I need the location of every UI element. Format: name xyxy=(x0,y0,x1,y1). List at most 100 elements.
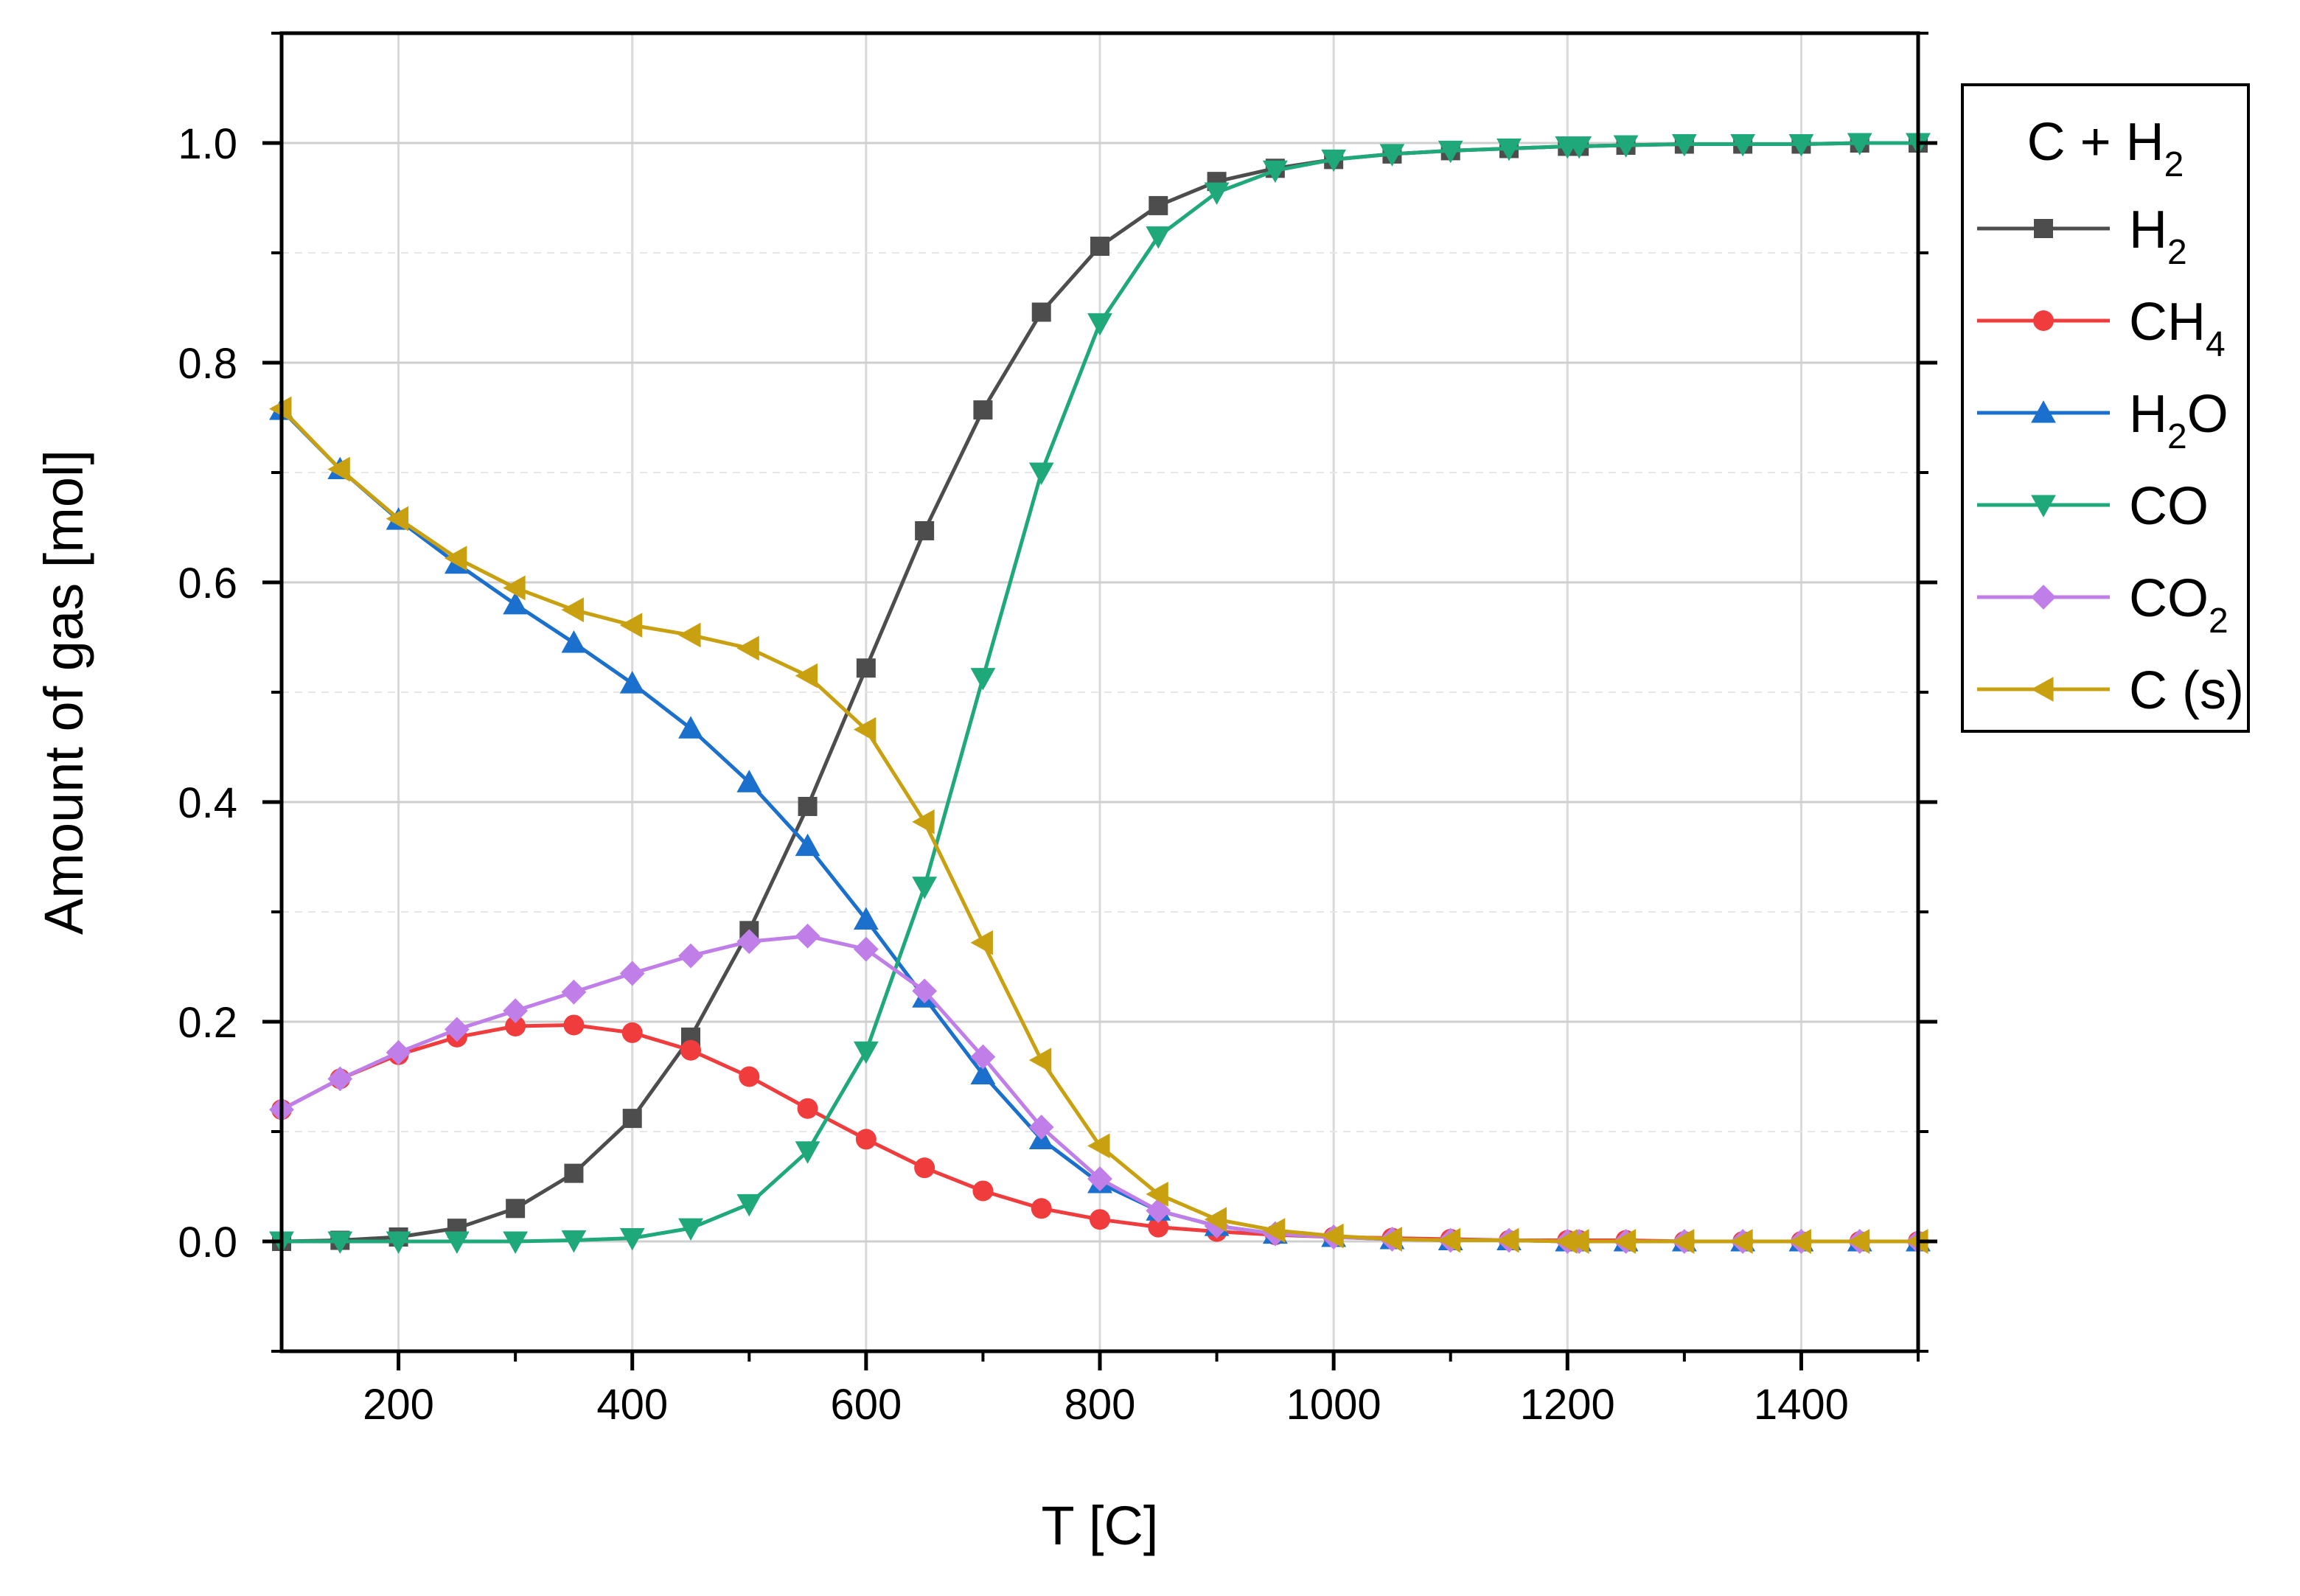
data-point-cs xyxy=(912,809,935,834)
data-point-cs xyxy=(1438,1227,1461,1253)
data-point-ch4 xyxy=(739,1066,760,1087)
legend-entry-h2o: H2O xyxy=(1977,385,2228,456)
x-tick-label: 600 xyxy=(830,1381,902,1429)
x-tick-label: 400 xyxy=(596,1381,668,1429)
data-point-co2 xyxy=(1087,1166,1112,1191)
data-point-h2 xyxy=(915,520,935,540)
data-point-co xyxy=(1438,140,1463,164)
data-point-cs xyxy=(1146,1182,1168,1207)
data-point-co xyxy=(327,1231,353,1254)
data-point-co2 xyxy=(619,961,645,986)
legend-label-h2: H2 xyxy=(2129,201,2187,272)
data-point-cs xyxy=(444,546,467,571)
data-point-co xyxy=(444,1231,470,1254)
x-tick-label: 1000 xyxy=(1286,1381,1381,1429)
legend-label-h2o: H2O xyxy=(2129,385,2228,456)
legend-title-base: C + H xyxy=(2027,113,2164,172)
data-point-co xyxy=(970,668,996,691)
legend-box xyxy=(1961,83,2250,733)
data-point-co2 xyxy=(795,923,820,949)
legend-marker-h2 xyxy=(2034,219,2053,238)
data-point-ch4 xyxy=(621,1022,643,1043)
data-point-cs xyxy=(1028,1048,1052,1073)
data-point-cs xyxy=(1379,1227,1402,1252)
x-tick-label: 200 xyxy=(363,1381,434,1429)
legend-marker-ch4 xyxy=(2033,310,2054,331)
data-point-co xyxy=(1730,133,1756,157)
data-point-co xyxy=(1847,133,1872,156)
legend-entry-co: CO xyxy=(1977,477,2209,536)
data-point-co2 xyxy=(970,1044,996,1070)
data-point-h2o xyxy=(795,833,820,857)
data-point-h2 xyxy=(798,796,818,816)
x-tick-label: 800 xyxy=(1064,1381,1136,1429)
legend-entry-h2: H2 xyxy=(1977,201,2187,272)
data-point-co xyxy=(1204,182,1230,205)
legend-label-cs: C (s) xyxy=(2129,661,2244,720)
data-point-h2 xyxy=(1031,302,1051,322)
data-point-h2o xyxy=(970,1062,996,1085)
data-point-co2 xyxy=(678,943,703,969)
legend-label-sub: 2 xyxy=(2167,233,2187,272)
legend-entry-cs: C (s) xyxy=(1977,661,2244,720)
data-point-cs xyxy=(503,575,526,601)
legend-label-base: CO xyxy=(2129,477,2209,536)
data-point-cs xyxy=(970,930,993,955)
x-tick-label: 1200 xyxy=(1520,1381,1615,1429)
data-point-ch4 xyxy=(914,1157,935,1179)
data-point-co2 xyxy=(561,979,587,1005)
data-point-h2 xyxy=(973,400,993,420)
data-point-h2o xyxy=(503,591,529,615)
legend-label-base: CH xyxy=(2129,293,2206,352)
data-point-co2 xyxy=(912,978,938,1004)
series-line-co xyxy=(282,141,1918,1244)
legend: C + H 2 H2 CH4 H2O CO CO2 C (s) xyxy=(1961,83,2250,733)
data-point-cs xyxy=(1262,1218,1286,1243)
data-point-h2o xyxy=(736,770,762,792)
legend-label-ch4: CH4 xyxy=(2129,293,2226,364)
data-point-co xyxy=(1262,160,1288,184)
data-point-co2 xyxy=(444,1017,470,1042)
data-point-co xyxy=(736,1193,762,1217)
data-point-co xyxy=(386,1231,411,1254)
data-point-ch4 xyxy=(680,1039,701,1061)
data-point-co2 xyxy=(327,1066,353,1092)
data-point-cs xyxy=(795,663,818,689)
legend-label-base: H xyxy=(2129,201,2167,259)
data-point-co xyxy=(503,1231,529,1254)
data-point-ch4 xyxy=(797,1098,818,1119)
data-point-cs xyxy=(1321,1223,1344,1249)
data-point-cs xyxy=(1496,1227,1519,1253)
legend-entry-co2: CO2 xyxy=(1977,569,2228,641)
legend-label-suffix: O xyxy=(2187,385,2228,444)
legend-entry-ch4: CH4 xyxy=(1977,293,2226,364)
data-point-ch4 xyxy=(505,1015,526,1036)
axes: 200 400 600 800 1000 1200 1400 0.0 0.2 0.4 0.6 0.8 1… xyxy=(178,32,1937,1429)
data-point-co xyxy=(912,877,938,899)
data-point-cs xyxy=(561,597,584,623)
y-axis-title: Amount of gas [mol] xyxy=(33,450,94,935)
data-point-co xyxy=(1567,136,1592,159)
data-point-co2 xyxy=(386,1039,411,1065)
data-point-h2 xyxy=(856,658,876,678)
data-point-ch4 xyxy=(855,1129,877,1150)
data-point-h2o xyxy=(853,907,879,930)
y-tick-label: 0.6 xyxy=(178,560,237,607)
data-point-h2o xyxy=(619,671,645,694)
data-point-cs xyxy=(1613,1229,1637,1254)
data-point-cs xyxy=(736,635,759,661)
data-point-co2 xyxy=(503,998,529,1023)
y-tick-label: 0.0 xyxy=(178,1219,237,1266)
y-tick-label: 0.4 xyxy=(178,779,237,827)
legend-label-base: H xyxy=(2129,385,2167,444)
data-point-cs xyxy=(619,613,643,638)
series-cs xyxy=(269,396,1928,1254)
data-point-co xyxy=(1321,149,1347,173)
legend-label-base: C (s) xyxy=(2129,661,2244,720)
data-point-h2o xyxy=(561,630,587,653)
data-point-cs xyxy=(678,622,701,648)
y-tick-label: 1.0 xyxy=(178,120,237,168)
